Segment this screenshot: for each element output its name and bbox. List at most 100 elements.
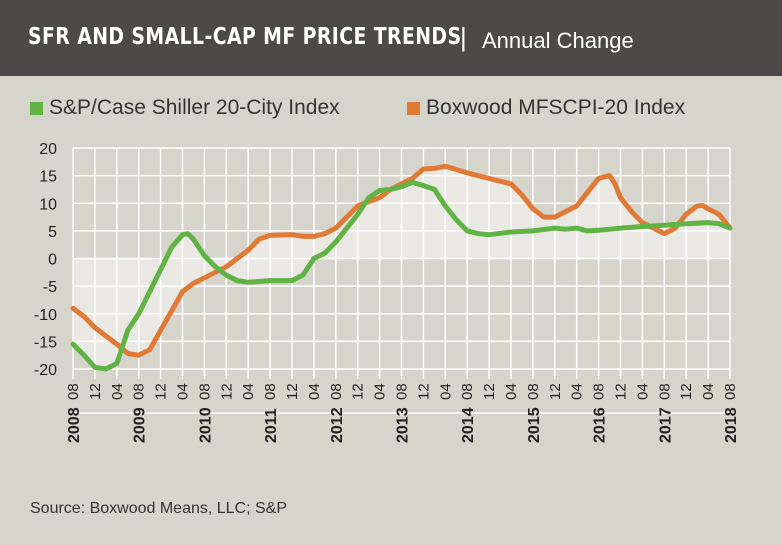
x-month-label: 04 <box>700 383 717 400</box>
data-point-boxwood <box>641 222 643 224</box>
y-tick-label: 15 <box>39 169 57 186</box>
data-point-boxwood <box>729 227 731 229</box>
data-point-case-shiller <box>422 185 424 187</box>
x-year-label: 2009 <box>132 407 149 443</box>
x-month-label: 04 <box>437 383 454 400</box>
data-point-boxwood <box>160 329 162 331</box>
legend-item-case-shiller: S&P/Case Shiller 20-City Index <box>30 96 340 120</box>
data-point-case-shiller <box>187 233 189 235</box>
data-point-case-shiller <box>587 230 589 232</box>
x-month-label: 04 <box>240 383 257 400</box>
x-month-label: 12 <box>547 383 564 400</box>
data-point-case-shiller <box>225 274 227 276</box>
data-point-boxwood <box>466 172 468 174</box>
data-point-case-shiller <box>466 230 468 232</box>
data-point-case-shiller <box>401 186 402 188</box>
data-point-boxwood <box>127 353 129 355</box>
data-point-boxwood <box>422 168 424 170</box>
x-month-label: 04 <box>503 383 520 400</box>
x-month-label: 12 <box>284 383 301 400</box>
x-month-label: 04 <box>569 383 586 400</box>
data-point-case-shiller <box>510 231 512 233</box>
data-point-boxwood <box>630 211 632 213</box>
x-year-label: 2010 <box>197 407 214 443</box>
x-year-label: 2012 <box>329 407 346 443</box>
y-tick-label: -5 <box>43 279 57 296</box>
data-point-boxwood <box>149 349 151 351</box>
data-point-case-shiller <box>411 181 413 183</box>
data-point-case-shiller <box>368 197 370 199</box>
data-point-boxwood <box>94 327 96 329</box>
x-month-label: 12 <box>481 383 498 400</box>
data-point-case-shiller <box>138 313 140 315</box>
y-tick-label: -20 <box>34 362 57 379</box>
data-point-boxwood <box>379 197 381 199</box>
x-month-label: 08 <box>328 383 345 400</box>
x-year-label: 2018 <box>723 407 740 443</box>
data-point-boxwood <box>707 208 709 210</box>
data-point-case-shiller <box>149 291 151 293</box>
data-point-case-shiller <box>379 190 381 192</box>
x-month-label: 12 <box>218 383 235 400</box>
data-point-case-shiller <box>236 280 238 282</box>
y-tick-label: 5 <box>48 224 57 241</box>
data-point-boxwood <box>192 282 194 284</box>
source-note: Source: Boxwood Means, LLC; S&P <box>30 500 288 517</box>
legend-label: Boxwood MFSCPI-20 Index <box>426 96 686 119</box>
legend-swatch-green <box>30 101 43 115</box>
data-point-case-shiller <box>532 230 534 232</box>
data-point-boxwood <box>225 266 227 268</box>
data-point-boxwood <box>214 271 216 273</box>
data-point-case-shiller <box>302 274 304 276</box>
x-month-label: 04 <box>109 383 126 400</box>
data-point-case-shiller <box>718 223 720 225</box>
data-point-boxwood <box>510 183 512 185</box>
x-year-label: 2013 <box>395 407 412 443</box>
data-point-boxwood <box>182 291 183 293</box>
x-month-label: 12 <box>678 383 695 400</box>
x-year-label: 2015 <box>526 407 543 443</box>
data-point-boxwood <box>543 216 545 218</box>
chart-title: SFR AND SMALL-CAP MF PRICE TRENDS <box>28 24 462 50</box>
data-point-boxwood <box>105 335 107 337</box>
x-year-label: 2008 <box>66 407 83 443</box>
data-point-case-shiller <box>160 269 162 271</box>
x-year-label: 2011 <box>263 408 280 443</box>
data-point-boxwood <box>614 183 616 185</box>
data-point-boxwood <box>203 277 205 279</box>
data-point-boxwood <box>324 233 326 235</box>
data-point-case-shiller <box>444 205 446 207</box>
data-point-boxwood <box>685 213 687 215</box>
data-point-boxwood <box>269 234 271 236</box>
data-point-boxwood <box>702 204 704 206</box>
data-point-case-shiller <box>83 354 85 356</box>
data-point-boxwood <box>718 213 720 215</box>
y-tick-label: 20 <box>39 141 57 158</box>
data-point-boxwood <box>236 258 238 259</box>
x-year-label: 2014 <box>460 407 477 443</box>
data-point-case-shiller <box>335 241 337 243</box>
x-month-label: 04 <box>372 383 389 400</box>
data-point-boxwood <box>313 235 315 237</box>
data-point-case-shiller <box>269 280 271 282</box>
data-point-boxwood <box>696 205 698 207</box>
data-point-boxwood <box>390 188 392 190</box>
x-month-label: 04 <box>634 383 651 400</box>
data-point-case-shiller <box>182 234 183 236</box>
data-point-boxwood <box>401 183 402 185</box>
x-month-label: 04 <box>175 383 192 400</box>
data-point-boxwood <box>411 177 413 179</box>
legend-item-boxwood: Boxwood MFSCPI-20 Index <box>407 96 685 120</box>
data-point-case-shiller <box>707 222 709 224</box>
x-year-label: 2016 <box>592 407 609 443</box>
x-month-label: 08 <box>722 383 739 400</box>
x-month-label: 08 <box>591 383 608 400</box>
chart-subtitle: Annual Change <box>482 28 634 53</box>
data-point-boxwood <box>488 177 490 179</box>
data-point-case-shiller <box>598 229 600 231</box>
data-point-boxwood <box>652 227 654 229</box>
data-point-boxwood <box>83 316 85 318</box>
data-point-case-shiller <box>105 368 107 370</box>
